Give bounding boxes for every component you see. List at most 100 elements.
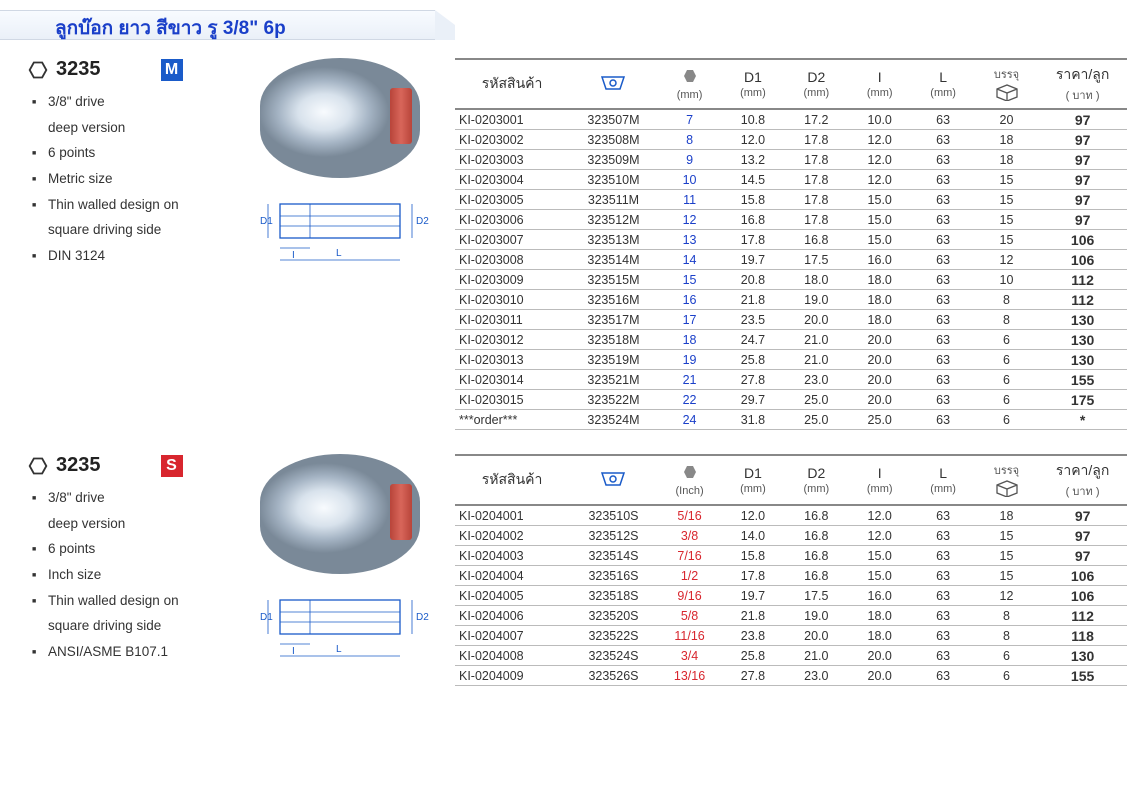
size-value: 16 [658, 290, 721, 310]
brand-logo-icon [600, 469, 626, 489]
size-value: 24 [658, 410, 721, 430]
pack-value: 15 [975, 210, 1038, 230]
l-value: 63 [911, 290, 974, 310]
size-value: 5/16 [658, 505, 721, 526]
hex-size-icon [682, 464, 698, 480]
d2-value: 16.8 [785, 566, 848, 586]
d2-value: 17.8 [785, 210, 848, 230]
product-code: KI-0204006 [455, 606, 569, 626]
price-value: 97 [1038, 546, 1127, 566]
feature-item: Metric size [32, 166, 235, 192]
product-code: KI-0203002 [455, 130, 569, 150]
price-value: 97 [1038, 170, 1127, 190]
pack-value: 6 [975, 390, 1038, 410]
d1-value: 24.7 [721, 330, 784, 350]
d1-value: 27.8 [721, 370, 784, 390]
package-icon [995, 479, 1019, 497]
feature-item: DIN 3124 [32, 243, 235, 269]
part-number: 323509M [569, 150, 658, 170]
product-code: KI-0204004 [455, 566, 569, 586]
price-value: 130 [1038, 646, 1127, 666]
d2-value: 17.2 [785, 109, 848, 130]
table-row: KI-0203006 323512M 12 16.8 17.8 15.0 63 … [455, 210, 1127, 230]
price-value: 106 [1038, 250, 1127, 270]
feature-item: 6 points [32, 140, 235, 166]
i-value: 15.0 [848, 230, 911, 250]
page-title: ลูกบ๊อก ยาว สีขาว รู 3/8" 6p [55, 13, 286, 43]
metric-badge: M [161, 59, 183, 81]
i-value: 20.0 [848, 646, 911, 666]
l-value: 63 [911, 109, 974, 130]
l-value: 63 [911, 130, 974, 150]
part-number: 323524S [569, 646, 658, 666]
part-number: 323522M [569, 390, 658, 410]
d1-value: 23.8 [721, 626, 784, 646]
table-row: KI-0203010 323516M 16 21.8 19.0 18.0 63 … [455, 290, 1127, 310]
price-value: 97 [1038, 130, 1127, 150]
model-number: 3235 [56, 58, 101, 81]
i-value: 18.0 [848, 606, 911, 626]
package-icon [995, 83, 1019, 101]
product-code: KI-0203007 [455, 230, 569, 250]
d2-value: 19.0 [785, 606, 848, 626]
i-value: 12.0 [848, 526, 911, 546]
pack-value: 18 [975, 130, 1038, 150]
i-value: 15.0 [848, 546, 911, 566]
table-row: KI-0204009 323526S 13/16 27.8 23.0 20.0 … [455, 666, 1127, 686]
d2-value: 16.8 [785, 505, 848, 526]
pack-value: 6 [975, 646, 1038, 666]
i-value: 25.0 [848, 410, 911, 430]
hexagon-icon [28, 456, 48, 476]
part-number: 323508M [569, 130, 658, 150]
size-value: 7 [658, 109, 721, 130]
product-photo [260, 454, 420, 574]
pack-value: 15 [975, 566, 1038, 586]
i-value: 15.0 [848, 210, 911, 230]
d1-value: 20.8 [721, 270, 784, 290]
pack-value: 18 [975, 505, 1038, 526]
l-value: 63 [911, 390, 974, 410]
pack-value: 6 [975, 330, 1038, 350]
part-number: 323521M [569, 370, 658, 390]
part-number: 323516S [569, 566, 658, 586]
d1-value: 14.0 [721, 526, 784, 546]
product-code: KI-0203005 [455, 190, 569, 210]
product-code: ***order*** [455, 410, 569, 430]
part-number: 323522S [569, 626, 658, 646]
d2-value: 18.0 [785, 270, 848, 290]
svg-text:D2: D2 [416, 612, 429, 623]
feature-item: 3/8" drive deep version [32, 485, 235, 536]
size-value: 11 [658, 190, 721, 210]
part-number: 323519M [569, 350, 658, 370]
price-value: 97 [1038, 150, 1127, 170]
product-code: KI-0203009 [455, 270, 569, 290]
table-row: KI-0203005 323511M 11 15.8 17.8 15.0 63 … [455, 190, 1127, 210]
size-value: 7/16 [658, 546, 721, 566]
d2-value: 25.0 [785, 390, 848, 410]
size-value: 15 [658, 270, 721, 290]
feature-item: Thin walled design on square driving sid… [32, 588, 235, 639]
d2-value: 25.0 [785, 410, 848, 430]
svg-text:D2: D2 [416, 216, 429, 227]
feature-item: 6 points [32, 536, 235, 562]
part-number: 323513M [569, 230, 658, 250]
feature-item: ANSI/ASME B107.1 [32, 639, 235, 665]
size-value: 12 [658, 210, 721, 230]
i-value: 16.0 [848, 250, 911, 270]
l-value: 63 [911, 270, 974, 290]
pack-value: 15 [975, 546, 1038, 566]
price-value: 112 [1038, 270, 1127, 290]
size-value: 9 [658, 150, 721, 170]
inch-table: รหัสสินค้า (Inch) D1(mm) D2(mm) I(mm) L(… [455, 454, 1127, 686]
part-number: 323512M [569, 210, 658, 230]
d2-value: 21.0 [785, 350, 848, 370]
i-value: 20.0 [848, 350, 911, 370]
pack-value: 15 [975, 526, 1038, 546]
d2-value: 21.0 [785, 646, 848, 666]
table-row: KI-0203001 323507M 7 10.8 17.2 10.0 63 2… [455, 109, 1127, 130]
i-value: 18.0 [848, 270, 911, 290]
product-code: KI-0203008 [455, 250, 569, 270]
d1-value: 21.8 [721, 290, 784, 310]
table-row: KI-0203012 323518M 18 24.7 21.0 20.0 63 … [455, 330, 1127, 350]
table-row: KI-0204003 323514S 7/16 15.8 16.8 15.0 6… [455, 546, 1127, 566]
